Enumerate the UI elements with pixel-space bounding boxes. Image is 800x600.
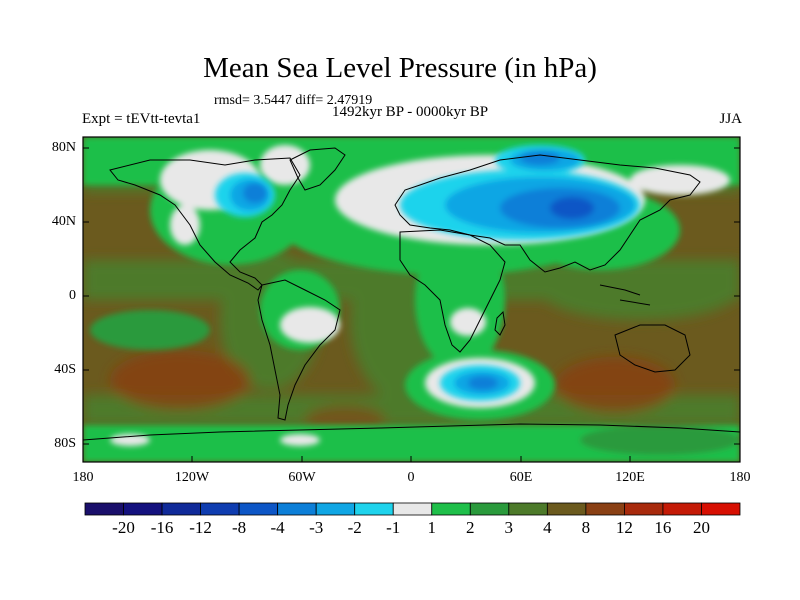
colorbar-label: -4	[270, 518, 285, 537]
colorbar-swatch	[161, 502, 201, 516]
experiment-label: Expt = tEVtt-tevta1	[82, 111, 201, 127]
tick-marks	[82, 147, 741, 462]
colorbar-label: 3	[504, 518, 514, 537]
colorbar-swatch	[84, 502, 124, 516]
colorbar-label: 8	[581, 518, 591, 537]
season-label: JJA	[719, 111, 742, 127]
lon-label-180e: 180	[729, 470, 751, 485]
colorbar-swatch	[662, 502, 702, 516]
lat-label-80s: 80S	[54, 436, 76, 451]
colorbar-swatch	[392, 502, 433, 516]
period-label: 1492kyr BP - 0000kyr BP	[331, 104, 489, 120]
colorbar-swatch	[469, 502, 510, 516]
rmsd-diff-text: rmsd= 3.5447 diff= 2.47919	[214, 93, 373, 108]
colorbar-swatch	[315, 502, 356, 516]
colorbar-swatch	[200, 502, 240, 516]
colorbar-swatch	[431, 502, 471, 516]
colorbar-swatch	[624, 502, 664, 516]
coastlines	[83, 147, 740, 441]
colorbar-label: 16	[654, 518, 672, 537]
colorbar-swatch	[701, 502, 741, 516]
lat-label-40s: 40S	[54, 362, 76, 377]
lon-label-0: 0	[407, 470, 415, 485]
colorbar-label: -8	[232, 518, 247, 537]
lat-label-0: 0	[69, 288, 76, 303]
lon-label-120e: 120E	[615, 470, 645, 485]
colorbar-swatch	[546, 502, 587, 516]
lon-label-180w: 180	[72, 470, 94, 485]
colorbar	[84, 502, 741, 516]
colorbar-label: 4	[543, 518, 552, 537]
colorbar-label: -1	[386, 518, 401, 537]
colorbar-swatch	[123, 502, 163, 516]
colorbar-swatch	[508, 502, 548, 516]
map-title: Mean Sea Level Pressure (in hPa)	[203, 52, 597, 84]
colorbar-label: 12	[615, 518, 633, 537]
colorbar-swatch	[238, 502, 279, 516]
colorbar-label: -16	[150, 518, 174, 537]
colorbar-label: -20	[112, 518, 135, 537]
colorbar-swatch	[277, 502, 317, 516]
colorbar-label: 2	[466, 518, 475, 537]
lon-label-120w: 120W	[174, 470, 210, 485]
lon-label-60w: 60W	[288, 470, 316, 485]
lon-label-60e: 60E	[509, 470, 533, 485]
colorbar-label: -12	[189, 518, 212, 537]
colorbar-label: -2	[347, 518, 362, 537]
colorbar-swatch	[354, 502, 394, 516]
colorbar-label: 20	[693, 518, 710, 537]
lat-label-80n: 80N	[51, 140, 76, 155]
colorbar-label: -3	[309, 518, 324, 537]
colorbar-swatch	[585, 502, 625, 516]
map-field	[83, 137, 740, 462]
lat-label-40n: 40N	[51, 214, 76, 229]
colorbar-label: 1	[427, 518, 437, 537]
